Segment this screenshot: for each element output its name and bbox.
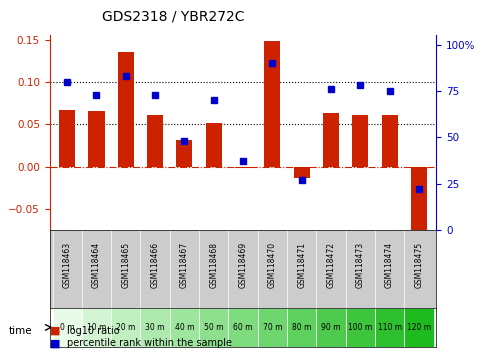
Bar [59, 110, 75, 167]
Text: 30 m: 30 m [145, 323, 165, 332]
Text: ■: ■ [50, 326, 60, 336]
FancyBboxPatch shape [316, 308, 346, 347]
Text: 110 m: 110 m [377, 323, 402, 332]
FancyBboxPatch shape [199, 308, 228, 347]
FancyBboxPatch shape [82, 308, 111, 347]
Text: GSM118470: GSM118470 [268, 242, 277, 288]
Text: 20 m: 20 m [116, 323, 135, 332]
Text: GSM118463: GSM118463 [62, 242, 72, 288]
Text: GSM118475: GSM118475 [414, 242, 424, 288]
FancyBboxPatch shape [346, 308, 375, 347]
Text: GSM118466: GSM118466 [151, 242, 160, 288]
Text: 40 m: 40 m [175, 323, 194, 332]
Bar [323, 113, 339, 167]
FancyBboxPatch shape [287, 308, 316, 347]
Bar [381, 115, 398, 167]
Text: GSM118469: GSM118469 [239, 242, 248, 288]
Text: 90 m: 90 m [321, 323, 341, 332]
Bar [118, 52, 134, 167]
Bar [352, 115, 369, 167]
Text: 70 m: 70 m [262, 323, 282, 332]
Text: GSM118474: GSM118474 [385, 242, 394, 288]
Bar [88, 111, 105, 167]
Text: 50 m: 50 m [204, 323, 224, 332]
Text: GDS2318 / YBR272C: GDS2318 / YBR272C [102, 9, 245, 23]
Bar [294, 167, 310, 178]
Text: ■: ■ [50, 338, 60, 348]
Text: percentile rank within the sample: percentile rank within the sample [67, 338, 232, 348]
Bar [235, 167, 251, 168]
FancyBboxPatch shape [375, 308, 404, 347]
Text: 100 m: 100 m [348, 323, 372, 332]
FancyBboxPatch shape [258, 308, 287, 347]
FancyBboxPatch shape [170, 308, 199, 347]
Bar [411, 167, 427, 230]
FancyBboxPatch shape [111, 308, 140, 347]
FancyBboxPatch shape [404, 308, 434, 347]
Bar [147, 115, 163, 167]
Bar [177, 141, 192, 167]
Text: 80 m: 80 m [292, 323, 311, 332]
Text: 60 m: 60 m [233, 323, 253, 332]
Text: GSM118472: GSM118472 [326, 242, 335, 288]
Text: 0 m: 0 m [60, 323, 74, 332]
Text: GSM118468: GSM118468 [209, 242, 218, 288]
Text: time: time [9, 326, 33, 336]
Text: GSM118467: GSM118467 [180, 242, 189, 288]
Text: GSM118471: GSM118471 [297, 242, 306, 288]
Text: 120 m: 120 m [407, 323, 431, 332]
Bar [206, 124, 222, 167]
Text: GSM118465: GSM118465 [122, 242, 130, 288]
FancyBboxPatch shape [140, 308, 170, 347]
FancyBboxPatch shape [53, 308, 82, 347]
Text: log10 ratio: log10 ratio [67, 326, 120, 336]
Text: GSM118473: GSM118473 [356, 242, 365, 288]
Text: 10 m: 10 m [87, 323, 106, 332]
FancyBboxPatch shape [228, 308, 258, 347]
Text: GSM118464: GSM118464 [92, 242, 101, 288]
Bar [264, 41, 280, 167]
